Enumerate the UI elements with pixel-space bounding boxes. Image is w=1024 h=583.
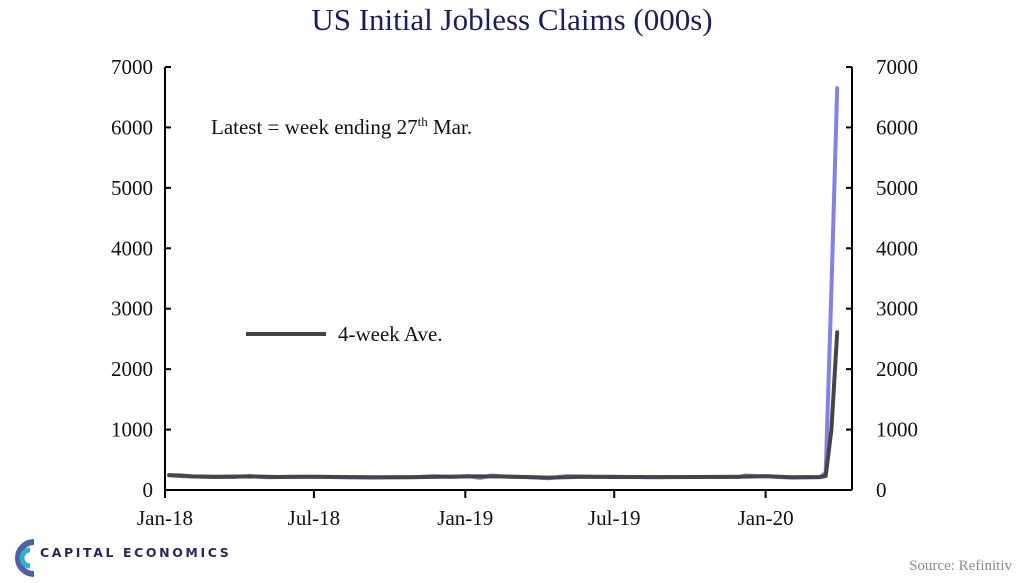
y-tick-label-right: 7000 bbox=[876, 55, 918, 79]
annotation-superscript: th bbox=[418, 114, 429, 129]
logo-wordmark: CAPITAL ECONOMICS bbox=[40, 545, 232, 560]
y-tick-label-left: 1000 bbox=[111, 418, 153, 442]
y-tick-label-right: 3000 bbox=[876, 297, 918, 321]
y-tick-label-left: 7000 bbox=[111, 55, 153, 79]
y-tick-label-left: 3000 bbox=[111, 297, 153, 321]
y-tick-label-left: 2000 bbox=[111, 357, 153, 381]
y-tick-label-left: 5000 bbox=[111, 176, 153, 200]
y-tick-label-right: 4000 bbox=[876, 236, 918, 260]
logo-emblem-inner bbox=[19, 547, 31, 569]
annotation-suffix: Mar. bbox=[428, 115, 472, 139]
chart-series bbox=[167, 86, 840, 481]
logo-emblem bbox=[15, 539, 35, 577]
x-tick-label: Jul-18 bbox=[288, 506, 341, 530]
y-tick-label-left: 4000 bbox=[111, 236, 153, 260]
x-tick-label: Jan-18 bbox=[137, 506, 193, 530]
x-tick-label: Jul-19 bbox=[588, 506, 641, 530]
y-tick-label-right: 5000 bbox=[876, 176, 918, 200]
y-tick-label-left: 0 bbox=[143, 478, 154, 502]
legend-label-4-week-ave: 4-week Ave. bbox=[338, 322, 443, 346]
series-line-4-week-ave bbox=[167, 330, 840, 480]
source-note: Source: Refinitiv bbox=[909, 558, 1012, 574]
y-tick-label-right: 2000 bbox=[876, 357, 918, 381]
annotation-prefix: Latest = week ending 27 bbox=[211, 115, 418, 139]
latest-annotation: Latest = week ending 27th Mar. bbox=[211, 114, 472, 139]
y-tick-label-right: 6000 bbox=[876, 115, 918, 139]
y-tick-label-left: 6000 bbox=[111, 115, 153, 139]
series-line-weekly-claims bbox=[167, 86, 840, 481]
chart-axes: 0 1000 2000 3000 4000 5000 6000 7000 0 1000 2000 30… bbox=[111, 55, 918, 530]
capital-economics-logo bbox=[15, 539, 35, 577]
y-tick-label-right: 0 bbox=[876, 478, 887, 502]
chart-annotation-layer: Latest = week ending 27th Mar. bbox=[211, 114, 472, 139]
y-tick-label-right: 1000 bbox=[876, 418, 918, 442]
chart-title: US Initial Jobless Claims (000s) bbox=[311, 2, 713, 37]
x-tick-label: Jan-20 bbox=[738, 506, 794, 530]
chart-legend: 4-week Ave. bbox=[246, 322, 443, 346]
x-tick-label: Jan-19 bbox=[437, 506, 493, 530]
